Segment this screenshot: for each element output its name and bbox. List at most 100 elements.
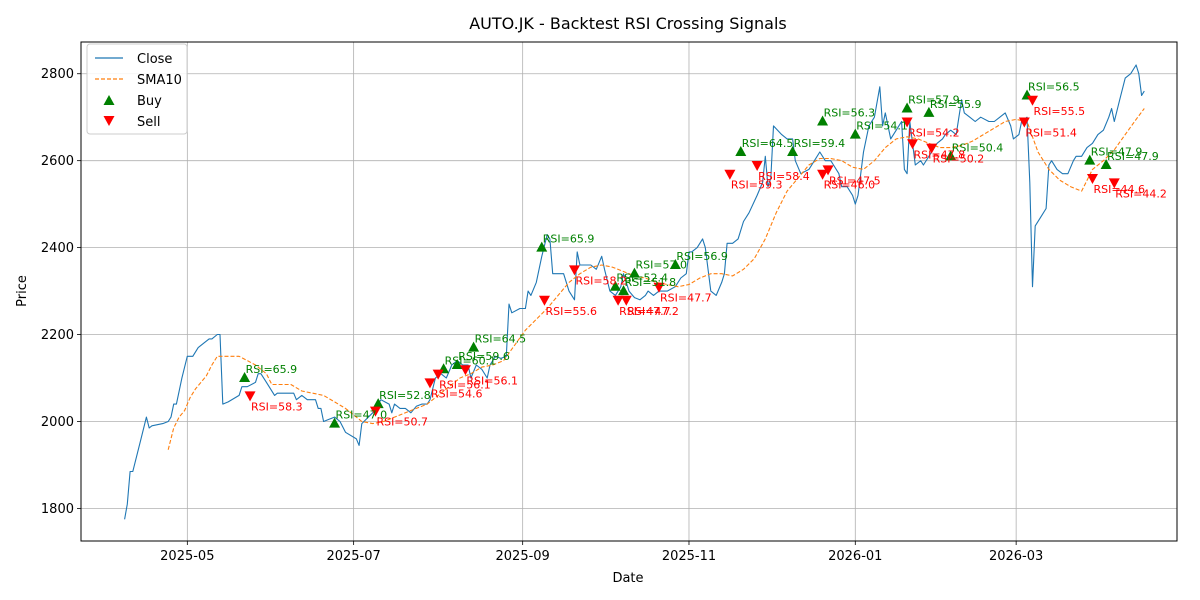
x-axis-title: Date: [612, 571, 643, 586]
buy-annotation: RSI=50.4: [952, 141, 1004, 154]
buy-marker: [923, 106, 935, 117]
sell-marker: [244, 391, 256, 402]
series-line-close: [124, 64, 1145, 520]
legend-label: Close: [137, 52, 172, 67]
sell-annotation: RSI=58.3: [251, 400, 303, 413]
buy-marker: [618, 285, 630, 296]
sell-annotation: RSI=51.4: [1025, 127, 1077, 140]
sell-annotation: RSI=44.2: [1115, 187, 1167, 200]
buy-annotation: RSI=47.9: [1107, 150, 1159, 163]
buy-annotation: RSI=57.0: [635, 259, 687, 272]
buy-annotation: RSI=47.0: [336, 409, 388, 422]
grid-lines: [81, 42, 1177, 541]
y-tick-label: 2800: [41, 67, 74, 82]
sell-marker: [568, 265, 580, 276]
sell-annotation: RSI=59.3: [731, 179, 783, 192]
buy-marker: [945, 150, 957, 161]
buy-annotation: RSI=56.3: [824, 107, 876, 120]
buy-annotation: RSI=65.9: [543, 233, 595, 246]
sell-annotation: RSI=47.5: [829, 174, 881, 187]
sell-marker: [1027, 95, 1039, 106]
buy-marker: [1100, 159, 1112, 170]
buy-marker: [468, 341, 480, 352]
buy-annotation: RSI=57.9: [908, 94, 960, 107]
plot-frame: [80, 41, 1178, 542]
sell-annotation: RSI=50.7: [376, 416, 428, 429]
y-tick-label: 2200: [41, 328, 74, 343]
sell-annotation: RSI=47.2: [627, 305, 679, 318]
legend-swatch-buy: [103, 95, 115, 105]
x-axis: 2025-05 2025-07 2025-09 2025-11 2026-01 2026-…: [160, 541, 1043, 564]
buy-marker: [901, 102, 913, 113]
buy-marker: [669, 258, 681, 269]
sell-annotation: RSI=47.8: [914, 148, 966, 161]
sell-marker: [724, 169, 736, 180]
sell-marker: [1108, 178, 1120, 189]
buy-annotation: RSI=60.1: [445, 354, 497, 367]
sell-marker: [424, 378, 436, 389]
sell-annotation: RSI=54.6: [431, 387, 483, 400]
y-axis: 1800 2000 2200 2400 2600 2800: [41, 67, 81, 517]
sell-marker: [653, 282, 665, 293]
buy-annotation: RSI=52.8: [379, 389, 431, 402]
buy-annotation: RSI=64.5: [742, 137, 794, 150]
signal-annotations: RSI=65.9 RSI=47.0 RSI=52.8 RSI=60.1RSI=59.6…: [246, 80, 1167, 428]
legend-label: SMA10: [137, 73, 182, 88]
sell-annotation: RSI=47.7: [660, 292, 712, 305]
sell-marker: [926, 143, 938, 154]
buy-marker: [329, 417, 341, 428]
sell-marker: [822, 165, 834, 176]
series-line-sma10: [167, 108, 1145, 450]
legend-swatch-sell: [103, 116, 115, 126]
sell-marker: [817, 169, 829, 180]
sell-marker: [369, 406, 381, 417]
buy-annotation: RSI=54.1: [856, 120, 908, 133]
sell-marker: [538, 295, 550, 306]
sell-marker: [620, 295, 632, 306]
sell-marker: [901, 117, 913, 128]
buy-annotation: RSI=59.4: [794, 137, 846, 150]
buy-annotation: RSI=47.9: [1091, 146, 1143, 159]
sell-marker: [459, 365, 471, 376]
sell-marker: [432, 369, 444, 380]
sell-marker: [751, 161, 763, 172]
sell-annotation: RSI=58.4: [758, 170, 810, 183]
sell-marker: [907, 139, 919, 150]
legend-label: Sell: [137, 115, 160, 130]
x-tick-label: 2025-11: [662, 549, 716, 564]
legend: Close SMA10 Buy Sell: [86, 43, 188, 135]
x-tick-label: 2025-05: [160, 549, 214, 564]
y-tick-label: 2000: [41, 415, 74, 430]
buy-annotation: RSI=52.4: [616, 272, 668, 285]
buy-marker: [849, 128, 861, 139]
y-tick-label: 2600: [41, 154, 74, 169]
buy-annotation: RSI=56.9: [676, 250, 728, 263]
buy-marker: [239, 371, 251, 382]
signal-markers: [239, 89, 1120, 428]
x-tick-label: 2025-09: [496, 549, 550, 564]
sell-annotation: RSI=46.0: [824, 179, 876, 192]
y-axis-title: Price: [15, 275, 30, 307]
sell-marker: [1018, 117, 1030, 128]
series-lines: [124, 64, 1145, 520]
sell-marker: [612, 295, 624, 306]
sell-annotation: RSI=55.5: [1034, 105, 1086, 118]
buy-marker: [817, 115, 829, 126]
buy-annotation: RSI=65.9: [246, 363, 298, 376]
buy-marker: [1084, 154, 1096, 165]
buy-marker: [536, 241, 548, 252]
y-tick-label: 2400: [41, 241, 74, 256]
sell-annotation: RSI=55.6: [545, 305, 597, 318]
y-tick-label: 1800: [41, 502, 74, 517]
buy-annotation: RSI=64.5: [475, 333, 527, 346]
legend-label: Buy: [137, 94, 162, 109]
buy-marker: [628, 267, 640, 278]
buy-marker: [609, 280, 621, 291]
x-tick-label: 2026-01: [828, 549, 882, 564]
buy-annotation: RSI=51.8: [625, 276, 677, 289]
buy-annotation: RSI=59.6: [458, 350, 510, 363]
sell-annotation: RSI=58.2: [575, 274, 627, 287]
x-tick-label: 2025-07: [326, 549, 380, 564]
buy-annotation: RSI=56.5: [1028, 80, 1080, 93]
